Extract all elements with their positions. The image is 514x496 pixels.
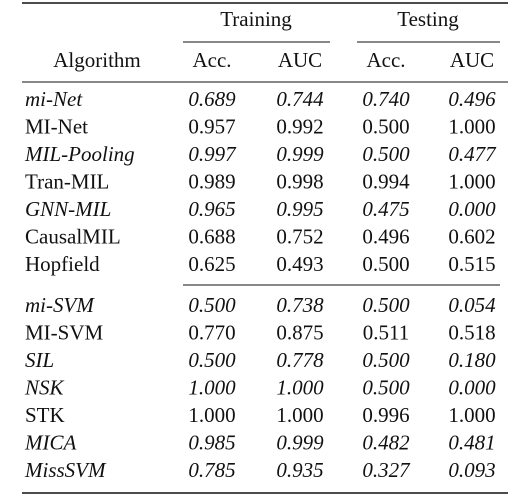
cell-value: 0.602 <box>448 224 495 248</box>
cell-value: 0.518 <box>448 320 495 344</box>
cell-value: 0.500 <box>188 293 236 317</box>
cell-value: 0.770 <box>188 320 235 344</box>
cell-value: 1.000 <box>276 375 324 399</box>
cell-value: 0.511 <box>363 320 409 344</box>
cell-value: 0.785 <box>188 458 235 482</box>
cell-value: 1.000 <box>188 403 235 427</box>
cell-value: 0.992 <box>276 114 323 138</box>
cell-value: 0.688 <box>188 224 235 248</box>
cell-value: 0.740 <box>362 87 410 111</box>
cell-value: 0.500 <box>362 114 409 138</box>
cell-value: 0.998 <box>276 169 323 193</box>
algorithm-name: Tran-MIL <box>25 169 109 193</box>
cell-value: 0.500 <box>362 142 410 166</box>
group-header: Testing <box>397 7 459 31</box>
cell-value: 1.000 <box>276 403 323 427</box>
cell-value: 0.935 <box>276 458 323 482</box>
cell-value: 0.515 <box>448 252 495 276</box>
algorithm-name: MICA <box>24 430 76 454</box>
cell-value: 0.500 <box>362 375 410 399</box>
cell-value: 0.496 <box>362 224 409 248</box>
algorithm-name: STK <box>25 403 65 427</box>
cell-value: 0.000 <box>448 197 496 221</box>
group-header: Training <box>220 7 292 31</box>
cell-value: 0.625 <box>188 252 235 276</box>
cell-value: 0.994 <box>362 169 410 193</box>
cell-value: 0.999 <box>276 142 324 166</box>
cell-value: 1.000 <box>448 169 495 193</box>
cell-value: 0.000 <box>448 375 496 399</box>
cell-value: 0.965 <box>188 197 235 221</box>
cell-value: 0.778 <box>276 348 324 372</box>
column-header: AUC <box>450 48 494 72</box>
cell-value: 0.054 <box>448 293 496 317</box>
algorithm-name: MissSVM <box>24 458 107 482</box>
cell-value: 0.093 <box>448 458 495 482</box>
algorithm-name: NSK <box>24 375 65 399</box>
algorithm-name: MI-SVM <box>25 320 104 344</box>
cell-value: 0.500 <box>188 348 236 372</box>
cell-value: 0.989 <box>188 169 235 193</box>
cell-value: 1.000 <box>448 403 495 427</box>
cell-value: 0.327 <box>362 458 411 482</box>
algorithm-name: mi-SVM <box>25 293 95 317</box>
cell-value: 0.475 <box>362 197 409 221</box>
cell-value: 0.997 <box>188 142 237 166</box>
algorithm-name: MIL-Pooling <box>24 142 135 166</box>
cell-value: 1.000 <box>188 375 236 399</box>
cell-value: 0.481 <box>448 430 495 454</box>
cell-value: 0.496 <box>448 87 496 111</box>
algorithm-name: mi-Net <box>25 87 83 111</box>
cell-value: 0.689 <box>188 87 236 111</box>
cell-value: 0.752 <box>276 224 323 248</box>
column-header: AUC <box>278 48 322 72</box>
algorithm-name: SIL <box>25 348 54 372</box>
cell-value: 0.999 <box>276 430 324 454</box>
algorithm-name: CausalMIL <box>25 224 121 248</box>
cell-value: 0.875 <box>276 320 323 344</box>
column-header: Algorithm <box>53 48 141 72</box>
cell-value: 0.500 <box>362 293 410 317</box>
cell-value: 0.985 <box>188 430 235 454</box>
algorithm-name: MI-Net <box>25 114 88 138</box>
cell-value: 0.180 <box>448 348 496 372</box>
column-header: Acc. <box>192 48 231 72</box>
cell-value: 0.995 <box>276 197 323 221</box>
column-header: Acc. <box>366 48 405 72</box>
algorithm-name: Hopfield <box>25 252 100 276</box>
cell-value: 0.744 <box>276 87 324 111</box>
cell-value: 0.957 <box>188 114 235 138</box>
cell-value: 0.493 <box>276 252 323 276</box>
cell-value: 0.500 <box>362 348 410 372</box>
cell-value: 0.738 <box>276 293 324 317</box>
cell-value: 0.500 <box>362 252 409 276</box>
cell-value: 0.996 <box>362 403 409 427</box>
cell-value: 0.482 <box>362 430 410 454</box>
algorithm-name: GNN-MIL <box>25 197 111 221</box>
cell-value: 0.477 <box>448 142 497 166</box>
cell-value: 1.000 <box>448 114 495 138</box>
